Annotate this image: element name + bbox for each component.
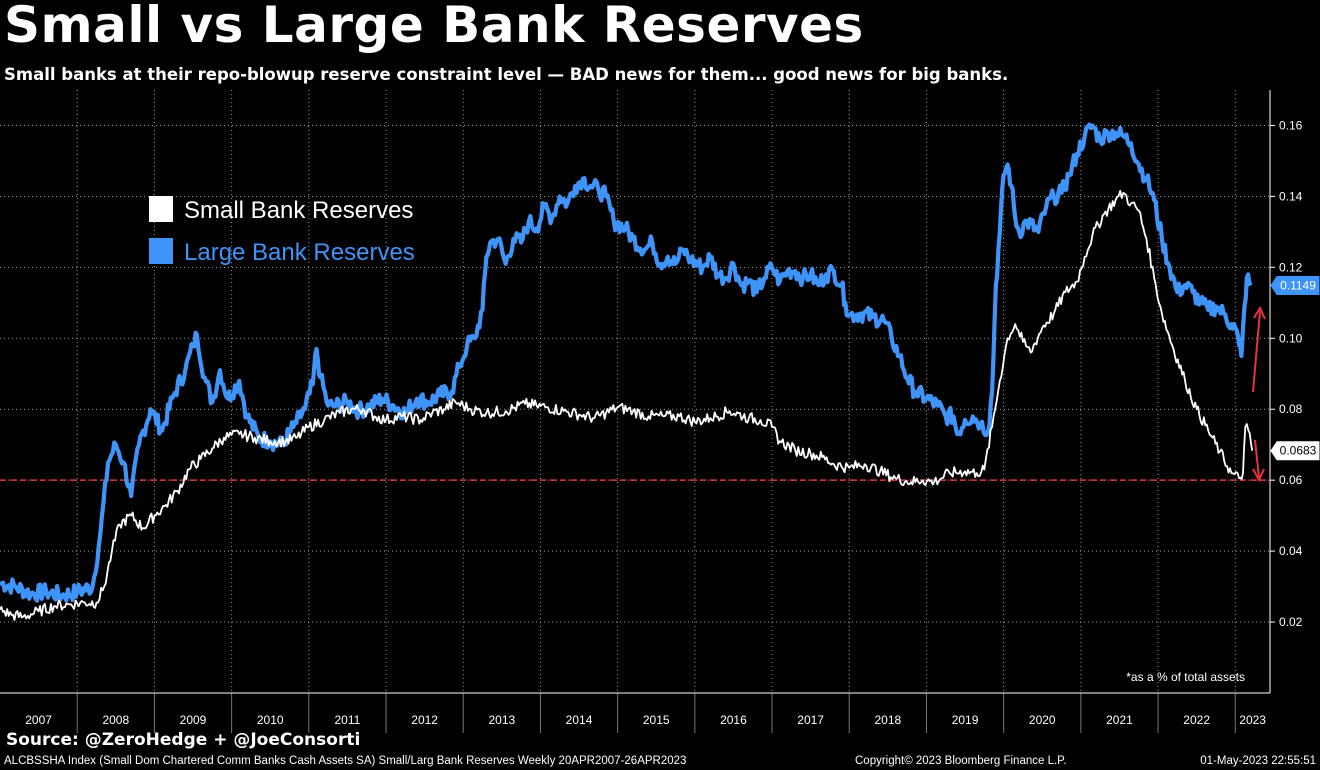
value-labels: 0.1149 0.0683 [1270, 275, 1320, 461]
y-tick-label: 0.16 [1279, 118, 1303, 132]
y-tick-label: 0.02 [1279, 615, 1303, 629]
small-bank-reserves-line [0, 190, 1254, 621]
x-tick-label: 2007 [25, 713, 52, 727]
down-arrow-head [1252, 468, 1265, 483]
annotation: *as a % of total assets [1126, 670, 1245, 684]
arrows [1252, 305, 1266, 483]
x-tick-label: 2011 [335, 713, 361, 727]
x-tick-label: 2023 [1239, 713, 1266, 727]
footer-copyright: Copyright© 2023 Bloomberg Finance L.P. [855, 755, 1067, 767]
x-tick-label: 2014 [566, 713, 593, 727]
up-arrow-head [1253, 305, 1266, 320]
gridlines [0, 90, 1270, 693]
large-last-value-label: 0.1149 [1270, 275, 1320, 295]
x-tick-label: 2010 [257, 713, 284, 727]
small-last-value-label-text: 0.0683 [1280, 444, 1317, 458]
legend-label-large: Large Bank Reserves [184, 239, 415, 266]
x-tick-label: 2012 [411, 713, 438, 727]
source-credit: Source: @ZeroHedge + @JoeConsorti [6, 730, 361, 750]
y-tick-label: 0.08 [1279, 402, 1303, 416]
small-last-value-label: 0.0683 [1270, 441, 1320, 461]
x-tick-label: 2022 [1183, 713, 1210, 727]
x-tick-label: 2019 [952, 713, 979, 727]
legend: Small Bank Reserves Large Bank Reserves [149, 196, 415, 266]
x-tick-label: 2017 [797, 713, 824, 727]
y-tick-label: 0.14 [1279, 189, 1303, 203]
y-tick-label: 0.10 [1279, 331, 1303, 345]
legend-swatch-small [149, 196, 173, 222]
legend-label-small: Small Bank Reserves [184, 197, 413, 224]
y-tick-label: 0.04 [1279, 544, 1303, 558]
legend-swatch-large [149, 238, 173, 264]
x-tick-label: 2015 [643, 713, 670, 727]
footer-timestamp: 01-May-2023 22:55:51 [1200, 755, 1316, 767]
chart-title: Small vs Large Bank Reserves [4, 0, 864, 54]
x-tick-label: 2018 [874, 713, 901, 727]
x-tick-label: 2008 [102, 713, 129, 727]
x-tick-label: 2013 [488, 713, 515, 727]
y-tick-label: 0.06 [1279, 473, 1303, 487]
y-tick-label: 0.12 [1279, 260, 1303, 274]
large-bank-reserves-line [0, 122, 1253, 603]
x-tick-label: 2020 [1029, 713, 1056, 727]
up-arrow [1252, 310, 1261, 393]
x-tick-label: 2016 [720, 713, 747, 727]
series-group [0, 122, 1254, 621]
chart-subtitle: Small banks at their repo-blowup reserve… [4, 65, 1009, 84]
x-tick-label: 2009 [180, 713, 207, 727]
x-tick-label: 2021 [1106, 713, 1133, 727]
large-last-value-label-text: 0.1149 [1280, 278, 1316, 292]
small-last-value-label-box [1270, 441, 1320, 461]
down-arrow [1254, 439, 1260, 479]
footer-index-description: ALCBSSHA Index (Small Dom Chartered Comm… [4, 755, 687, 767]
large-last-value-label-box [1270, 275, 1320, 295]
axes: 0.02 0.04 0.06 0.08 0.10 0.12 0.14 0.16 2007 2008… [0, 90, 1303, 733]
